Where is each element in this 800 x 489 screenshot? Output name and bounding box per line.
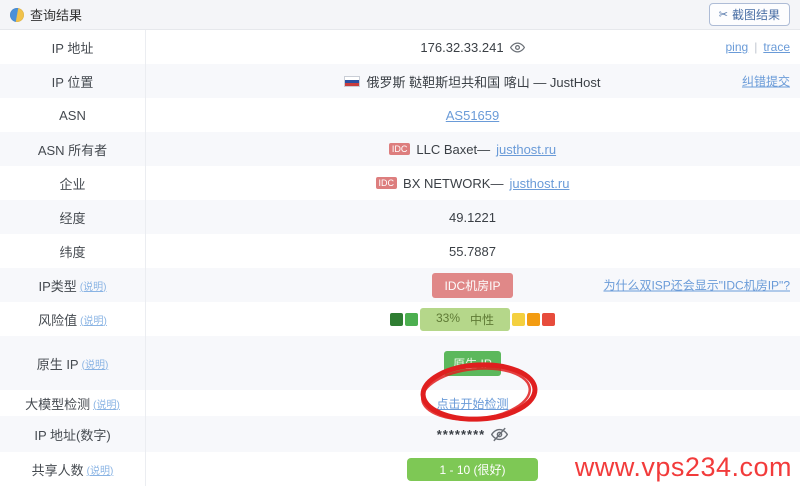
table-row-llm-detection: 大模型检测 (说明) 点击开始检测 (0, 390, 800, 416)
logo-icon (10, 7, 24, 22)
risk-score-level: 中性 (470, 312, 495, 327)
table-row-native-ip: 原生 IP (说明) 原生 IP (0, 336, 800, 390)
result-table: IP 地址 176.32.33.241 ping | trace IP 位置 (0, 30, 800, 486)
risk-score-percent: 33% (435, 310, 460, 325)
risk-segment-green (404, 312, 418, 326)
row-label: IP 地址 (51, 40, 94, 56)
row-label: IP类型 (38, 278, 77, 294)
table-row-ip-type: IP类型 (说明) IDC机房IP 为什么双ISP还会显示"IDC机房IP"? (0, 268, 800, 302)
row-label: 原生 IP (36, 356, 79, 372)
eye-off-icon[interactable] (491, 426, 509, 443)
table-row-asn: ASN AS51659 (0, 98, 800, 132)
explain-note-link[interactable]: (说明) (93, 399, 120, 411)
asn-owner-site-link[interactable]: justhost.ru (496, 141, 557, 157)
llm-detection-start-link[interactable]: 点击开始检测 (436, 396, 509, 411)
screenshot-result-button[interactable]: ✂ 截图结果 (708, 3, 790, 26)
risk-segment-yellow (512, 312, 526, 326)
enterprise-value: BX NETWORK— (403, 175, 504, 191)
risk-score-bar: 33% 中性 (389, 307, 556, 331)
ping-link[interactable]: ping (725, 40, 749, 54)
ip-numeric-masked-value: ******** (436, 426, 486, 442)
explain-note-link[interactable]: (说明) (79, 281, 107, 293)
ip-location-value: 俄罗斯 鞑靼斯坦共和国 喀山 — JustHost (366, 74, 601, 90)
table-row-ip-address: IP 地址 176.32.33.241 ping | trace (0, 30, 800, 64)
idc-badge: IDC (388, 142, 411, 156)
eye-icon[interactable] (509, 40, 525, 55)
longitude-value: 49.1221 (449, 209, 496, 225)
table-row-shared-count: 共享人数 (说明) 1 - 10 (很好) (0, 452, 800, 486)
table-row-ip-location: IP 位置 俄罗斯 鞑靼斯坦共和国 喀山 — JustHost 纠错提交 (0, 64, 800, 98)
idc-badge: IDC (375, 176, 398, 190)
why-dual-isp-link[interactable]: 为什么双ISP还会显示"IDC机房IP"? (603, 278, 790, 293)
table-row-longitude: 经度 49.1221 (0, 200, 800, 234)
native-ip-badge: 原生 IP (444, 350, 501, 376)
scissors-icon: ✂ (718, 9, 728, 21)
row-label: ASN 所有者 (37, 142, 108, 158)
idc-room-ip-badge: IDC机房IP (432, 272, 513, 298)
screenshot-button-label: 截图结果 (731, 8, 780, 22)
row-label: 企业 (59, 176, 86, 192)
table-row-latitude: 纬度 55.7887 (0, 234, 800, 268)
risk-score-pill: 33% 中性 (419, 307, 511, 331)
table-row-risk-value: 风险值 (说明) 33% 中性 (0, 302, 800, 336)
asn-link[interactable]: AS51659 (445, 107, 500, 123)
risk-segment-dark-green (389, 312, 403, 326)
explain-note-link[interactable]: (说明) (80, 315, 107, 327)
table-row-ip-numeric: IP 地址(数字) ******** (0, 416, 800, 452)
table-row-enterprise: 企业 IDC BX NETWORK— justhost.ru (0, 166, 800, 200)
risk-segment-red (542, 312, 556, 326)
latitude-value: 55.7887 (449, 243, 496, 259)
asn-owner-value: LLC Baxet— (416, 141, 491, 157)
row-label: ASN (59, 107, 86, 123)
row-label: 大模型检测 (25, 396, 91, 412)
row-label: 共享人数 (31, 462, 84, 478)
row-label: 经度 (59, 210, 86, 226)
shared-count-badge: 1 - 10 (很好) (407, 457, 538, 481)
row-label: 风险值 (38, 312, 78, 328)
link-separator: | (754, 40, 758, 54)
row-label: 纬度 (59, 244, 86, 260)
explain-note-link[interactable]: (说明) (81, 359, 109, 371)
row-label: IP 位置 (51, 74, 94, 90)
correction-submit-link[interactable]: 纠错提交 (741, 74, 790, 89)
enterprise-site-link[interactable]: justhost.ru (509, 175, 570, 191)
page-title: 查询结果 (30, 8, 83, 23)
row-label: IP 地址(数字) (34, 427, 111, 443)
site-watermark: www.vps234.com (574, 452, 792, 482)
russia-flag-icon (344, 75, 361, 87)
explain-note-link[interactable]: (说明) (86, 465, 114, 477)
table-row-asn-owner: ASN 所有者 IDC LLC Baxet— justhost.ru (0, 132, 800, 166)
risk-segment-orange (527, 312, 541, 326)
header-bar: 查询结果 ✂ 截图结果 (0, 0, 800, 30)
ip-address-value: 176.32.33.241 (420, 39, 504, 55)
trace-link[interactable]: trace (763, 40, 790, 54)
